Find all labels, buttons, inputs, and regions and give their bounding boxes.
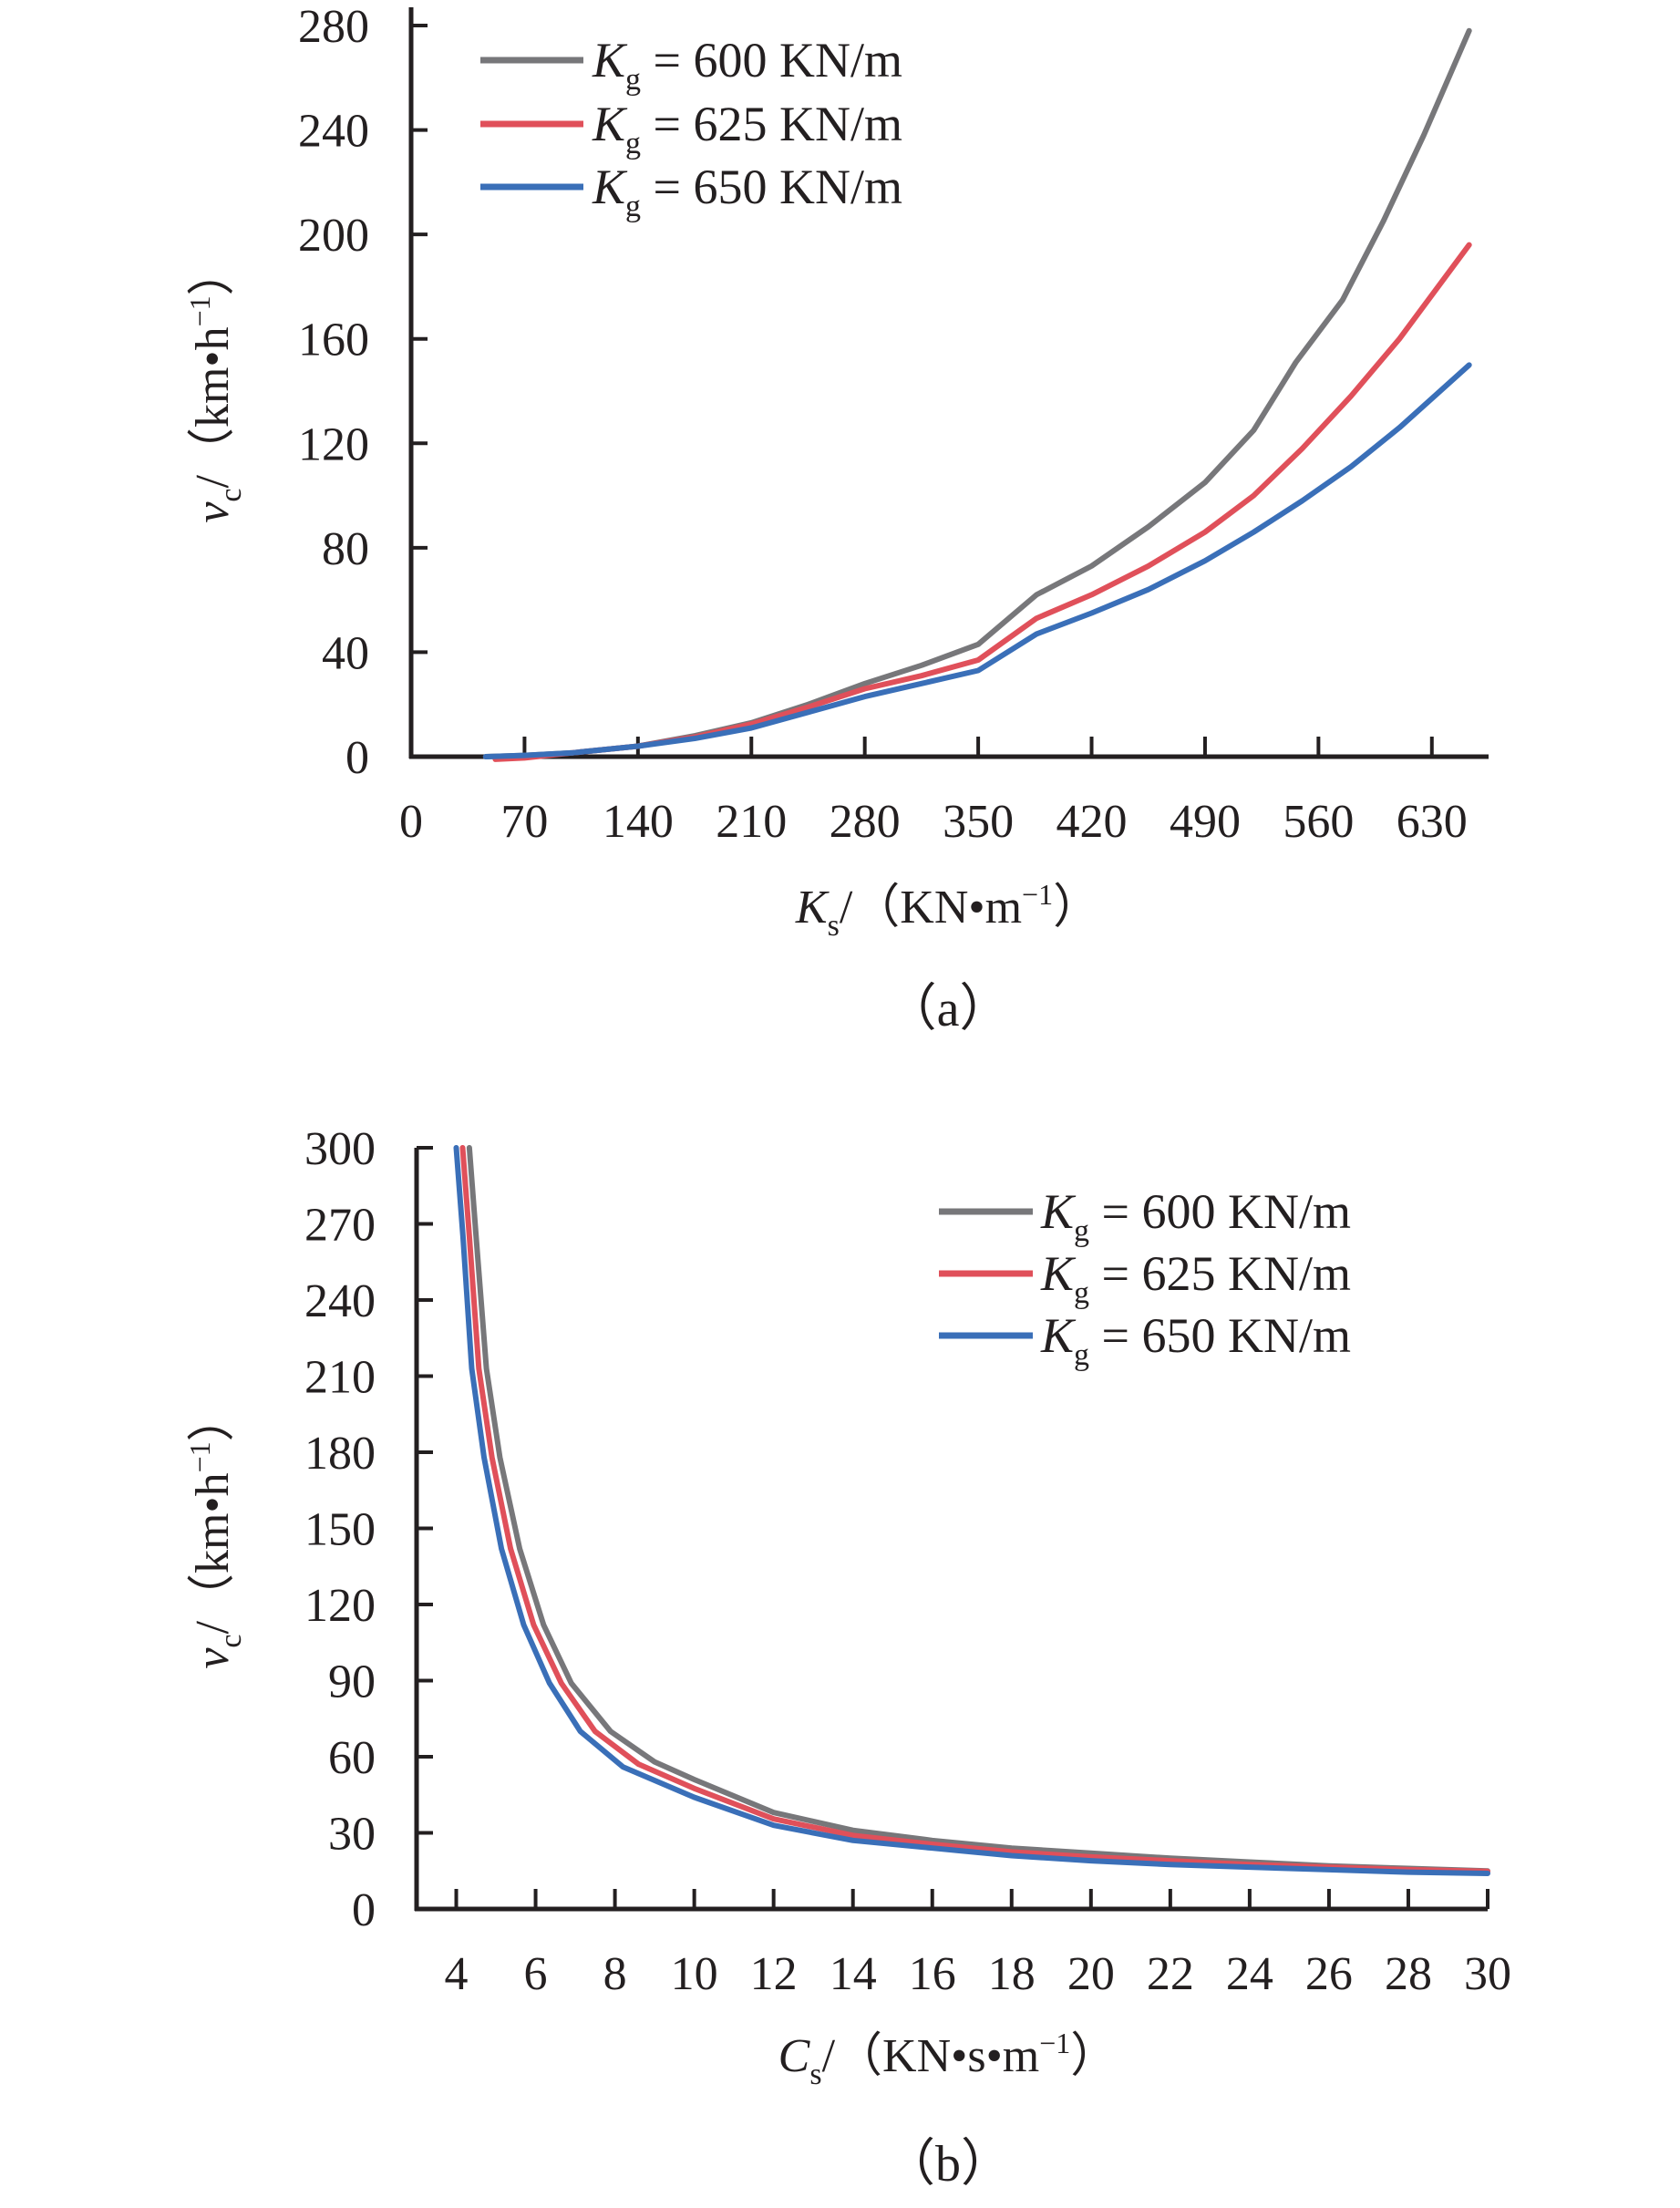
legend-label: Kg = 625 KN/m [1040,1246,1351,1310]
series-line-650 [482,362,1472,759]
chart-a: 0 40 80 120 160 200 240 280 0 70 140 210 280 350 420 49… [183,1,1489,1037]
x-tick-label: 560 [1283,796,1354,848]
x-axis-title: Cs/（KN•s•m−1） [778,2027,1118,2091]
y-tick-label: 0 [345,732,369,784]
figure-caption: （a） [886,981,1011,1037]
x-tick-label: 24 [1226,1948,1273,2000]
x-axis-title: Ks/（KN•m−1） [795,878,1100,943]
y-tick-label: 30 [328,1809,376,1861]
y-tick-label: 300 [304,1123,376,1175]
y-tick-label: 200 [298,210,369,262]
y-tick-label: 280 [298,1,369,53]
legend-label: Kg = 600 KN/m [592,33,902,97]
legend-item: Kg = 625 KN/m [480,97,902,160]
legend-item: Kg = 625 KN/m [939,1246,1351,1310]
legend-item: Kg = 600 KN/m [480,33,902,97]
x-tick-label: 16 [909,1948,956,2000]
x-tick-label: 140 [603,796,674,848]
x-tick-label: 420 [1056,796,1128,848]
x-tick-label: 0 [399,796,423,848]
y-tick-label: 120 [304,1580,376,1632]
y-tick-label: 240 [298,106,369,158]
x-tick-label: 10 [671,1948,718,2000]
figure-caption: （b） [884,2136,1012,2193]
y-tick-label: 210 [304,1352,376,1404]
legend-label: Kg = 650 KN/m [1040,1308,1351,1372]
y-tick-label: 150 [304,1504,376,1556]
y-tick-label: 270 [304,1200,376,1252]
x-tick-label: 18 [988,1948,1036,2000]
x-tick-label: 210 [716,796,787,848]
y-tick-label: 60 [328,1732,376,1784]
y-tick-label: 240 [304,1275,376,1327]
x-tick-label: 70 [500,796,548,848]
x-tick-label: 8 [603,1948,627,2000]
y-tick-label: 80 [322,523,369,575]
x-tick-label: 490 [1170,796,1241,848]
series-line-625 [459,1145,1490,1874]
y-tick-label: 0 [352,1884,376,1936]
x-tick-label: 20 [1067,1948,1115,2000]
x-tick-label: 12 [750,1948,798,2000]
x-tick-label: 26 [1305,1948,1353,2000]
x-tick-label: 28 [1385,1948,1432,2000]
legend-item: Kg = 650 KN/m [939,1308,1351,1372]
y-tick-label: 180 [304,1428,376,1480]
x-tick-label: 22 [1147,1948,1194,2000]
y-tick-label: 90 [328,1656,376,1708]
x-tick-label: 14 [830,1948,877,2000]
x-tick-label: 350 [943,796,1014,848]
series-line-650 [453,1145,1490,1876]
legend-label: Kg = 625 KN/m [592,97,902,160]
y-tick-label: 120 [298,418,369,470]
chart-b: 0 30 60 90 120 150 180 210 240 270 300 4 6 8 10 12 14 16 1… [183,1123,1511,2193]
y-axis-title: vc/（km•h−1） [183,248,248,522]
legend-label: Kg = 600 KN/m [1040,1184,1351,1248]
legend-item: Kg = 650 KN/m [480,160,902,223]
x-tick-label: 280 [830,796,901,848]
y-tick-label: 40 [322,627,369,679]
legend-label: Kg = 650 KN/m [592,160,902,223]
x-tick-label: 4 [445,1948,469,2000]
y-axis-title: vc/（km•h−1） [183,1394,248,1668]
legend-item: Kg = 600 KN/m [939,1184,1351,1248]
x-tick-label: 630 [1397,796,1468,848]
y-tick-label: 160 [298,315,369,366]
x-tick-label: 30 [1464,1948,1511,2000]
x-tick-label: 6 [524,1948,548,2000]
